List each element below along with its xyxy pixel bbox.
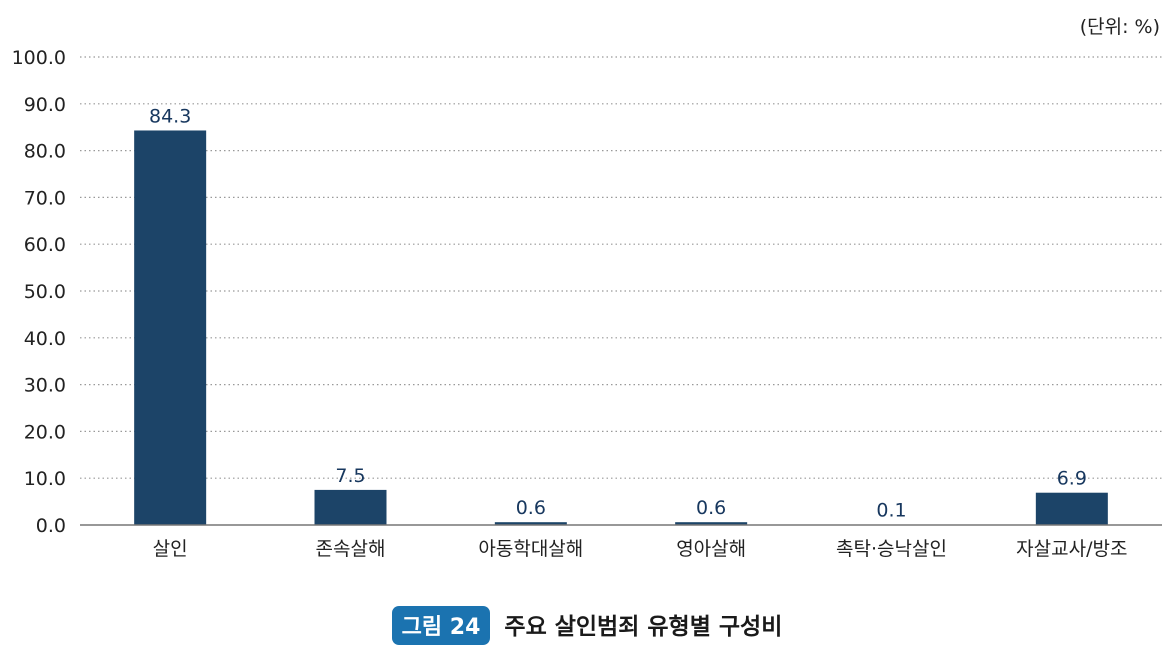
bar <box>1035 492 1108 525</box>
y-axis-ticks: 0.0 10.0 20.0 30.0 40.0 50.0 60.0 70.0 80.0 90.0 1… <box>12 47 66 537</box>
data-label: 7.5 <box>335 465 365 487</box>
data-label: 84.3 <box>149 105 191 127</box>
y-tick-label: 10.0 <box>24 468 66 490</box>
category-label: 살인 <box>153 538 188 560</box>
gridlines <box>80 56 1162 479</box>
y-tick-label: 80.0 <box>24 141 66 163</box>
category-label: 존속살해 <box>316 538 386 560</box>
category-labels: 살인 존속살해 아동학대살해 영아살해 촉탁·승낙살인 자살교사/방조 <box>153 538 1128 560</box>
unit-label: (단위: %) <box>1079 16 1160 38</box>
y-tick-label: 70.0 <box>24 187 66 209</box>
bar <box>134 130 207 525</box>
bar <box>675 522 748 525</box>
data-label: 0.6 <box>696 497 726 519</box>
data-label: 0.6 <box>516 497 546 519</box>
category-label: 촉탁·승낙살인 <box>836 538 947 560</box>
bar-chart: 0.0 10.0 20.0 30.0 40.0 50.0 60.0 70.0 80.0 90.0 1… <box>12 47 1162 560</box>
data-label: 6.9 <box>1057 468 1087 490</box>
y-tick-label: 0.0 <box>36 515 66 537</box>
y-tick-label: 40.0 <box>24 328 66 350</box>
bar <box>494 522 567 525</box>
y-tick-label: 100.0 <box>12 47 66 69</box>
y-tick-label: 60.0 <box>24 234 66 256</box>
bar <box>314 489 387 525</box>
y-tick-label: 30.0 <box>24 375 66 397</box>
category-label: 영아살해 <box>676 538 746 560</box>
figure-title: 주요 살인범죄 유형별 구성비 <box>504 614 783 640</box>
figure-caption: 그림 24 주요 살인범죄 유형별 구성비 <box>0 606 1174 645</box>
data-labels: 84.3 7.5 0.6 0.6 0.1 6.9 <box>149 105 1087 521</box>
y-tick-label: 50.0 <box>24 281 66 303</box>
y-tick-label: 20.0 <box>24 421 66 443</box>
category-label: 자살교사/방조 <box>1016 538 1127 560</box>
y-tick-label: 90.0 <box>24 94 66 116</box>
data-label: 0.1 <box>876 500 906 522</box>
category-label: 아동학대살해 <box>478 538 583 560</box>
bars <box>134 130 1108 526</box>
figure-number-badge: 그림 24 <box>391 606 491 645</box>
